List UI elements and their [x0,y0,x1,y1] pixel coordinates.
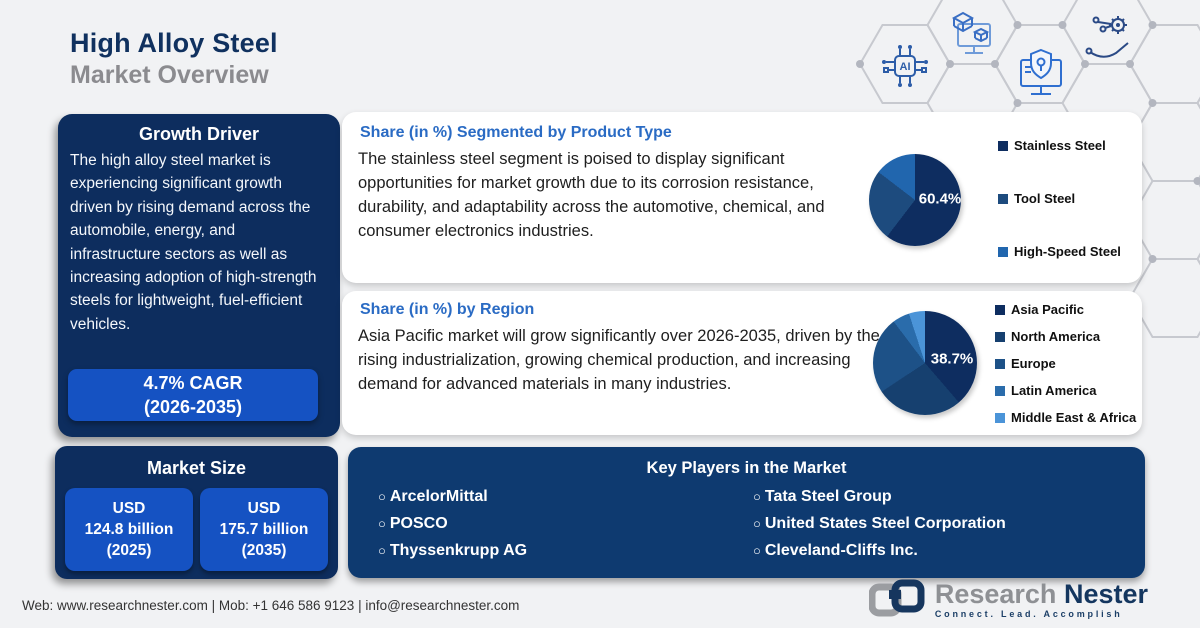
legend-item: Tool Steel [998,191,1121,206]
key-player-item: ○ Cleveland-Cliffs Inc. [753,542,1006,560]
market-size-panel: Market Size USD 124.8 billion (2025) USD… [55,446,338,579]
bullet-icon: ○ [378,488,386,504]
growth-driver-body: The high alloy steel market is experienc… [70,152,317,333]
logo-text: Research Nester Connect. Lead. Accomplis… [934,579,1148,620]
market-size-2035-badge: USD 175.7 billion (2035) [200,488,328,571]
key-player-item: ○ Tata Steel Group [753,488,1006,506]
key-player-name: ArcelorMittal [389,488,488,505]
key-players-right-column: ○ Tata Steel Group ○ United States Steel… [753,488,1006,560]
legend-marker [998,246,1008,257]
legend-label: North America [1011,329,1101,344]
key-player-item: ○ POSCO [378,515,753,533]
region-heading: Share (in %) by Region [360,301,535,318]
legend-item: Asia Pacific [995,302,1136,317]
region-pie-chart [873,311,977,415]
logo-links-icon [868,579,925,617]
svg-text:AI: AI [900,61,911,73]
logo-tagline: Connect. Lead. Accomplish [934,609,1123,619]
legend-item: Stainless Steel [998,138,1121,153]
region-body: Asia Pacific market will grow significan… [358,327,880,393]
legend-label: Europe [1011,356,1056,371]
growth-driver-panel: Growth Driver The high alloy steel marke… [58,114,340,437]
3d-software-monitor-icon [944,8,1000,69]
legend-item: High-Speed Steel [998,244,1121,259]
market-size-2025-badge: USD 124.8 billion (2025) [65,488,193,571]
key-player-name: Tata Steel Group [764,488,892,505]
key-player-name: United States Steel Corporation [764,515,1006,532]
product-type-panel: Share (in %) Segmented by Product Type T… [342,112,1142,283]
page-title-line2: Market Overview [70,61,269,89]
bullet-icon: ○ [753,542,761,558]
legend-marker [995,358,1005,369]
legend-marker [995,412,1005,423]
secure-monitor-icon [1013,44,1069,105]
bullet-icon: ○ [753,515,761,531]
legend-label: High-Speed Steel [1014,244,1121,259]
legend-label: Latin America [1011,383,1097,398]
growth-driver-title: Growth Driver [138,124,260,144]
footer-contact-info: Web: www.researchnester.com | Mob: +1 64… [22,598,520,613]
legend-item: Europe [995,356,1136,371]
legend-label: Middle East & Africa [1011,410,1137,425]
cagr-period: (2026-2035) [143,397,243,417]
legend-marker [995,385,1005,396]
legend-marker [995,304,1005,315]
logo-word-nester: Nester [1063,579,1148,609]
market-size-2025-currency: USD [112,500,146,517]
key-player-item: ○ Thyssenkrupp AG [378,542,753,560]
product-type-body: The stainless steel segment is poised to… [358,150,825,240]
market-size-title: Market Size [146,458,247,478]
key-player-name: POSCO [389,515,448,532]
key-players-title: Key Players in the Market [646,459,847,477]
key-players-panel: Key Players in the Market ○ ArcelorMitta… [348,447,1145,578]
hexagon-pattern-decor [856,0,1200,338]
logo-word-research: Research [934,579,1057,609]
product-type-pie-label: 60.4% [918,190,962,208]
market-size-2025-year: (2025) [106,542,152,559]
legend-label: Tool Steel [1014,191,1076,206]
key-players-left-column: ○ ArcelorMittal ○ POSCO ○ Thyssenkrupp A… [378,488,753,560]
key-player-name: Thyssenkrupp AG [389,542,528,559]
bullet-icon: ○ [753,488,761,504]
market-size-2025-value: 124.8 billion [84,521,174,538]
market-size-2035-value: 175.7 billion [219,521,309,538]
cagr-value: 4.7% CAGR [143,373,243,393]
key-player-item: ○ ArcelorMittal [378,488,753,506]
region-pie-label: 38.7% [930,350,974,368]
legend-label: Asia Pacific [1011,302,1084,317]
legend-marker [998,193,1008,204]
ai-chip-icon: AI [877,38,933,99]
product-type-heading: Share (in %) Segmented by Product Type [360,124,672,141]
research-nester-logo: Research Nester Connect. Lead. Accomplis… [868,579,1148,621]
bullet-icon: ○ [378,542,386,558]
market-size-2035-year: (2035) [241,542,287,559]
market-size-2035-currency: USD [247,500,281,517]
key-player-name: Cleveland-Cliffs Inc. [764,542,918,559]
region-legend: Asia Pacific North America Europe Latin … [995,302,1136,425]
legend-marker [995,331,1005,342]
legend-label: Stainless Steel [1014,138,1106,153]
legend-item: Latin America [995,383,1136,398]
legend-item: Middle East & Africa [995,410,1136,425]
bullet-icon: ○ [378,515,386,531]
legend-marker [998,140,1008,151]
product-type-pie-chart [869,154,961,246]
region-panel: Share (in %) by Region Asia Pacific mark… [342,291,1142,435]
product-type-legend: Stainless Steel Tool Steel High-Speed St… [998,138,1121,259]
key-player-item: ○ United States Steel Corporation [753,515,1006,533]
automation-hand-gear-icon [1082,10,1138,71]
page-title-line1: High Alloy Steel [70,28,278,58]
legend-item: North America [995,329,1136,344]
cagr-badge: 4.7% CAGR (2026-2035) [68,369,318,421]
page-title: High Alloy Steel Market Overview [70,28,278,90]
